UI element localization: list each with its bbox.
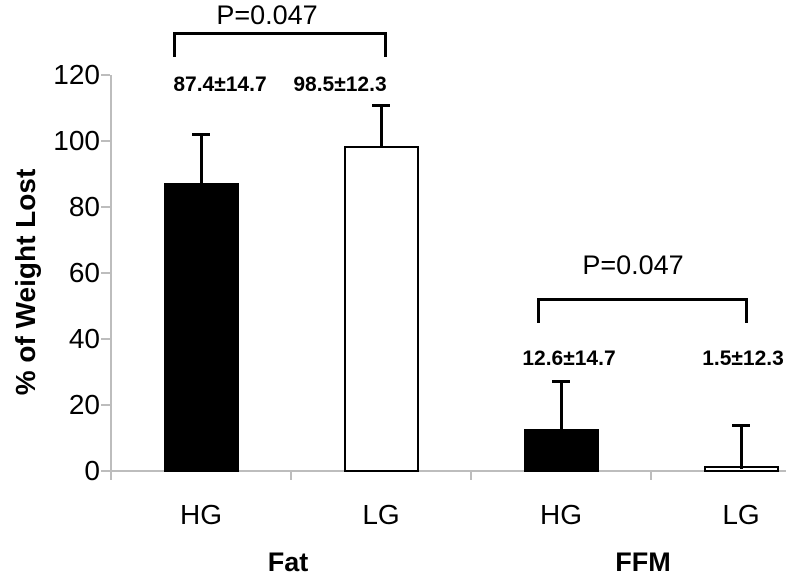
y-tick [101, 74, 110, 76]
error-bar-cap [732, 424, 750, 428]
y-tick-label: 120 [53, 59, 100, 90]
x-tick [650, 471, 652, 480]
error-bar [199, 134, 203, 183]
y-tick [101, 272, 110, 274]
error-bar [379, 105, 383, 146]
significance-bracket [173, 32, 387, 57]
bar [163, 182, 239, 472]
y-tick-label: 0 [84, 455, 100, 486]
y-tick-label: 40 [68, 323, 100, 354]
x-tick-label: HG [180, 499, 222, 530]
bar [523, 429, 599, 472]
y-tick [101, 140, 110, 142]
y-tick-label: 80 [68, 191, 100, 222]
y-axis-line [110, 75, 112, 480]
error-bar-cap [552, 379, 570, 383]
error-bar-cap [372, 104, 390, 108]
x-tick [290, 471, 292, 480]
y-tick [101, 338, 110, 340]
bar-annotation: 12.6±14.7 [522, 347, 616, 370]
p-value-label: P=0.047 [582, 250, 684, 280]
p-value-label: P=0.047 [216, 0, 318, 30]
y-tick-label: 20 [68, 389, 100, 420]
x-tick-label: HG [540, 499, 582, 530]
x-tick-label: LG [722, 499, 760, 530]
bar [343, 145, 419, 472]
group-label: Fat [267, 547, 309, 577]
y-tick-label: 60 [68, 257, 100, 288]
y-tick [101, 404, 110, 406]
x-tick [470, 471, 472, 480]
error-bar [559, 380, 563, 430]
y-tick [101, 206, 110, 208]
bar-annotation: 87.4±14.7 [173, 73, 267, 96]
error-bar-cap [192, 133, 210, 137]
x-tick-label: LG [362, 499, 400, 530]
group-label: FFM [615, 547, 671, 577]
x-axis-line [102, 470, 786, 472]
significance-bracket [537, 298, 748, 323]
error-bar [739, 425, 743, 469]
bar-annotation: 98.5±12.3 [293, 73, 387, 96]
y-tick [101, 470, 110, 472]
y-tick-label: 100 [53, 125, 100, 156]
bar-annotation: 1.5±12.3 [702, 347, 784, 370]
